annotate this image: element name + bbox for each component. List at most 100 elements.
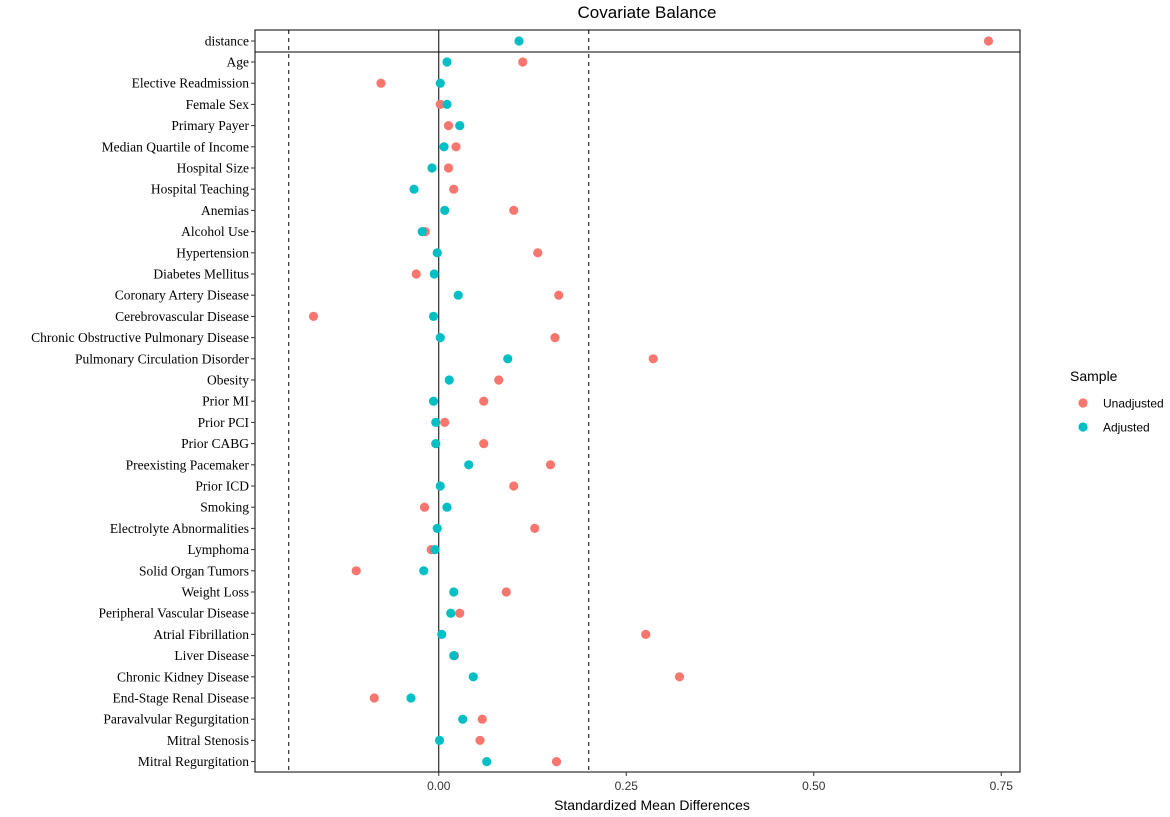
y-tick-label: Obesity — [207, 373, 249, 388]
point-adjusted — [442, 502, 452, 512]
y-tick-label: Hypertension — [176, 245, 249, 260]
y-tick-label: Liver Disease — [174, 648, 249, 663]
point-unadjusted — [455, 608, 465, 618]
point-unadjusted — [308, 311, 319, 321]
point-adjusted — [444, 375, 454, 385]
point-adjusted — [428, 396, 439, 406]
y-tick-label: Hospital Size — [177, 161, 249, 176]
y-tick-label: Chronic Obstructive Pulmonary Disease — [31, 330, 249, 345]
point-adjusted — [409, 184, 419, 194]
y-tick-label: Mitral Stenosis — [167, 733, 249, 748]
point-adjusted — [449, 587, 459, 597]
point-unadjusted — [648, 354, 658, 364]
point-unadjusted — [443, 163, 454, 173]
point-adjusted — [434, 735, 445, 746]
point-unadjusted — [501, 587, 511, 597]
point-adjusted — [435, 333, 445, 343]
point-adjusted — [464, 460, 474, 470]
y-tick-label: Median Quartile of Income — [102, 139, 249, 154]
chart-title: Covariate Balance — [578, 3, 717, 22]
y-tick-label: Prior CABG — [181, 436, 249, 451]
y-tick-label: Hospital Teaching — [151, 182, 249, 197]
y-tick-label: Paravalvular Regurgitation — [103, 712, 249, 727]
point-adjusted — [419, 566, 429, 576]
point-unadjusted — [475, 735, 485, 746]
y-tick-label: Coronary Artery Disease — [115, 288, 249, 303]
point-adjusted — [435, 481, 445, 491]
point-unadjusted — [376, 78, 386, 88]
y-tick-label: Prior PCI — [198, 415, 250, 430]
point-adjusted — [453, 290, 463, 300]
point-adjusted — [503, 354, 513, 364]
point-adjusted — [482, 757, 492, 767]
y-tick-label: Chronic Kidney Disease — [117, 669, 249, 684]
y-tick-label: Prior MI — [202, 394, 249, 409]
point-adjusted — [455, 121, 465, 131]
x-tick-label: 0.75 — [990, 779, 1014, 793]
point-unadjusted — [983, 36, 994, 46]
x-tick-label: 0.50 — [802, 779, 826, 793]
y-tick-label: Weight Loss — [181, 585, 249, 600]
y-tick-label: Anemias — [201, 203, 249, 218]
point-adjusted — [458, 714, 468, 724]
legend-key-adjusted — [1078, 422, 1088, 432]
y-tick-label: End-Stage Renal Disease — [113, 691, 249, 706]
point-unadjusted — [351, 566, 361, 576]
point-adjusted — [435, 78, 445, 88]
point-adjusted — [432, 523, 442, 534]
y-tick-label: Solid Organ Tumors — [139, 563, 249, 578]
point-unadjusted — [411, 269, 421, 279]
point-adjusted — [439, 142, 449, 152]
y-tick-label: Mitral Regurgitation — [138, 754, 249, 769]
y-tick-label: Atrial Fibrillation — [153, 627, 249, 642]
point-adjusted — [442, 99, 452, 109]
legend: Sample Unadjusted Adjusted — [1070, 368, 1164, 435]
point-adjusted — [427, 163, 437, 173]
point-adjusted — [449, 651, 459, 661]
point-unadjusted — [494, 375, 504, 385]
y-tick-label: Peripheral Vascular Disease — [99, 606, 249, 621]
x-tick-label: 0.25 — [615, 779, 639, 793]
point-adjusted — [428, 311, 439, 321]
y-tick-label: Elective Readmission — [132, 76, 250, 91]
point-unadjusted — [451, 142, 461, 152]
point-adjusted — [468, 672, 478, 682]
point-adjusted — [429, 269, 439, 279]
point-adjusted — [514, 36, 524, 46]
y-tick-label: Pulmonary Circulation Disorder — [75, 351, 249, 366]
point-adjusted — [432, 248, 442, 258]
point-unadjusted — [533, 248, 543, 258]
point-unadjusted — [554, 290, 564, 300]
y-tick-label: Primary Payer — [171, 118, 249, 133]
y-tick-label: Prior ICD — [195, 479, 249, 494]
y-tick-label: Alcohol Use — [181, 224, 249, 239]
point-adjusted — [440, 205, 450, 215]
y-tick-label: Smoking — [200, 500, 249, 515]
legend-title: Sample — [1070, 368, 1118, 384]
legend-key-unadjusted — [1078, 398, 1088, 408]
y-tick-label: distance — [205, 34, 249, 49]
point-unadjusted — [551, 757, 562, 767]
point-adjusted — [431, 439, 441, 449]
point-unadjusted — [509, 205, 519, 215]
point-unadjusted — [479, 439, 489, 449]
y-tick-label: Preexisting Pacemaker — [126, 457, 250, 472]
legend-label-unadjusted: Unadjusted — [1103, 397, 1164, 411]
y-tick-label: Lymphoma — [188, 542, 250, 557]
point-adjusted — [417, 227, 427, 237]
point-unadjusted — [530, 523, 540, 534]
point-unadjusted — [477, 714, 487, 724]
y-tick-label: Cerebrovascular Disease — [115, 309, 249, 324]
point-unadjusted — [449, 184, 459, 194]
point-unadjusted — [369, 693, 379, 703]
plot-area: distance Age Elective Readmission Female Se… — [31, 29, 1021, 793]
point-adjusted — [442, 57, 452, 67]
x-axis-label: Standardized Mean Differences — [554, 797, 750, 813]
plot-border — [254, 29, 1021, 773]
point-unadjusted — [479, 396, 489, 406]
point-adjusted — [431, 417, 441, 427]
y-tick-label: Female Sex — [186, 97, 250, 112]
point-adjusted — [437, 629, 447, 640]
point-adjusted — [446, 608, 456, 618]
